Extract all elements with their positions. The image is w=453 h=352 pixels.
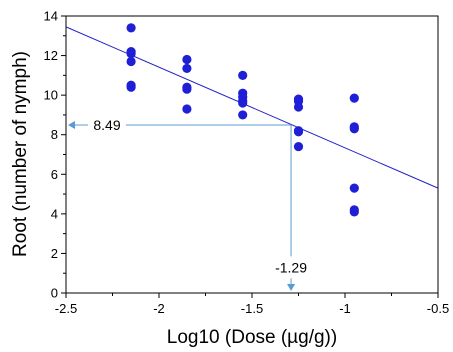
data-point bbox=[349, 124, 359, 134]
y-tick-label: 2 bbox=[51, 246, 58, 261]
data-point bbox=[182, 84, 192, 94]
y-tick-label: 12 bbox=[44, 48, 58, 63]
annotation-label-y: 8.49 bbox=[93, 117, 120, 133]
data-point bbox=[293, 141, 304, 152]
data-point bbox=[293, 127, 304, 137]
x-tick-label: -0.5 bbox=[427, 301, 449, 316]
annotation-label-x: -1.29 bbox=[275, 259, 307, 275]
data-point bbox=[126, 56, 136, 67]
data-point bbox=[182, 63, 192, 74]
x-tick-label: -1 bbox=[339, 301, 351, 316]
data-point bbox=[126, 23, 136, 33]
annotation-box-y bbox=[88, 114, 126, 137]
y-axis-label: Root (number of nymph) bbox=[10, 51, 31, 257]
x-tick-label: -2 bbox=[153, 301, 165, 316]
annotation-box-x bbox=[270, 256, 313, 279]
data-point bbox=[238, 98, 248, 108]
y-tick-label: 6 bbox=[51, 167, 58, 182]
data-point bbox=[238, 70, 248, 80]
y-tick-label: 0 bbox=[51, 286, 58, 301]
data-points bbox=[126, 23, 359, 217]
y-tick-label: 4 bbox=[51, 206, 58, 221]
y-tick-label: 14 bbox=[44, 9, 58, 24]
data-point bbox=[182, 54, 192, 65]
x-tick-label: -1.5 bbox=[241, 301, 263, 316]
data-point bbox=[238, 110, 248, 120]
y-axis-ticks: 0 2 4 6 8 10 12 14 bbox=[44, 9, 66, 301]
data-point bbox=[349, 183, 359, 193]
x-axis-label: Log10 (Dose (µg/g)) bbox=[167, 327, 337, 348]
fit-line-group bbox=[65, 26, 439, 189]
data-point bbox=[126, 48, 136, 59]
y-tick-label: 8 bbox=[51, 127, 58, 142]
x-axis-ticks: -2.5 -2 -1.5 -1 -0.5 bbox=[55, 293, 449, 316]
data-point bbox=[349, 93, 359, 103]
data-point bbox=[182, 104, 192, 114]
plot-frame bbox=[65, 15, 439, 294]
x-tick-label: -2.5 bbox=[55, 301, 77, 316]
plot-area bbox=[65, 15, 439, 294]
y-tick-label: 10 bbox=[44, 88, 58, 103]
fit-line bbox=[65, 26, 439, 189]
data-point bbox=[349, 207, 359, 217]
data-point bbox=[293, 102, 304, 112]
annotation-group: 8.49 -1.29 bbox=[68, 114, 313, 291]
data-point bbox=[126, 82, 136, 92]
